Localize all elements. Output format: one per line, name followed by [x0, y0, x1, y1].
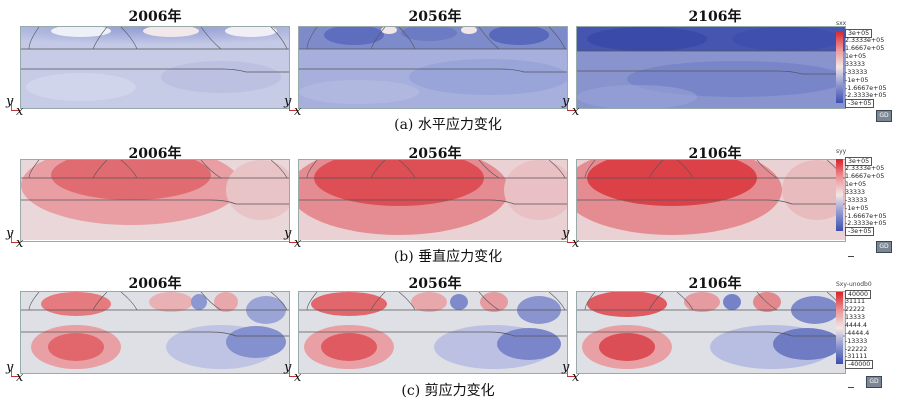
legend-colorbar: [836, 292, 843, 364]
contour-syy-2006: [20, 159, 290, 242]
legend-tick: 33333: [845, 189, 866, 196]
legend-tick: 22222: [845, 306, 866, 313]
legend-tick: -4444.4: [845, 330, 870, 337]
legend-tick: 1e+05: [845, 181, 867, 188]
legend-tick: 13333: [845, 314, 866, 321]
year-label-2006: 2006年: [128, 146, 182, 162]
legend-tick: -33333: [845, 69, 868, 76]
year-label-2006: 2006年: [128, 276, 182, 292]
year-label-2006: 2006年: [128, 9, 182, 25]
legend-syy: syy 3e+05 2.3333e+05 1.6667e+05 1e+05 33…: [836, 148, 896, 236]
year-label-2056: 2056年: [408, 9, 462, 25]
legend-tick: -3e+05: [845, 227, 875, 236]
year-label-2106: 2106年: [688, 146, 742, 162]
legend-tick: -1.6667e+05: [845, 85, 887, 92]
contour-sxx-2056: [298, 26, 568, 109]
legend-colorbar: [836, 159, 843, 231]
year-label-2056: 2056年: [408, 276, 462, 292]
year-label-2106: 2106年: [688, 276, 742, 292]
caption-c: (c) 剪应力变化: [401, 383, 495, 399]
caption-a: (a) 水平应力变化: [394, 117, 502, 133]
contour-syy-2056: [298, 159, 568, 242]
legend-tick: -22222: [845, 346, 868, 353]
legend-tick: -1.6667e+05: [845, 213, 887, 220]
legend-title: Sxy-unodb0: [836, 281, 872, 288]
year-label-2056: 2056年: [408, 146, 462, 162]
gd-icon: GD: [876, 110, 892, 122]
legend-tick: 2.3333e+05: [845, 165, 885, 172]
legend-tick: -1e+05: [845, 77, 869, 84]
legend-tick: 1.6667e+05: [845, 173, 885, 180]
legend-tick: 3e+05: [845, 157, 873, 166]
legend-tick: -1e+05: [845, 205, 869, 212]
legend-tick: -13333: [845, 338, 868, 345]
legend-tick: -40000: [845, 360, 874, 369]
legend-tick: 33333: [845, 61, 866, 68]
dash-mark: [848, 256, 854, 257]
legend-title: syy: [836, 148, 847, 155]
contour-sxy-2006: [20, 291, 290, 374]
legend-tick: -3e+05: [845, 99, 875, 108]
contour-sxy-2106: [576, 291, 846, 374]
caption-b: (b) 垂直应力变化: [393, 249, 503, 265]
legend-tick: 4444.4: [845, 322, 868, 329]
year-label-2106: 2106年: [688, 9, 742, 25]
legend-tick: 31111: [845, 298, 866, 305]
legend-tick: 3e+05: [845, 29, 873, 38]
legend-sxy: Sxy-unodb0 40000 31111 22222 13333 4444.…: [836, 281, 896, 369]
legend-colorbar: [836, 31, 843, 103]
contour-sxx-2106: [576, 26, 846, 109]
gd-icon: GD: [866, 376, 882, 388]
legend-tick: 1e+05: [845, 53, 867, 60]
legend-tick: -33333: [845, 197, 868, 204]
legend-tick: 40000: [845, 290, 872, 299]
dash-mark: [848, 387, 854, 388]
legend-tick: 2.3333e+05: [845, 37, 885, 44]
legend-tick: -31111: [845, 353, 868, 360]
legend-tick: -2.3333e+05: [845, 92, 887, 99]
contour-sxx-2006: [20, 26, 290, 109]
legend-title: sxx: [836, 20, 847, 27]
gd-icon: GD: [876, 241, 892, 253]
legend-tick: -2.3333e+05: [845, 220, 887, 227]
contour-syy-2106: [576, 159, 846, 242]
legend-tick: 1.6667e+05: [845, 45, 885, 52]
contour-sxy-2056: [298, 291, 568, 374]
legend-sxx: sxx 3e+05 2.3333e+05 1.6667e+05 1e+05 33…: [836, 20, 896, 108]
